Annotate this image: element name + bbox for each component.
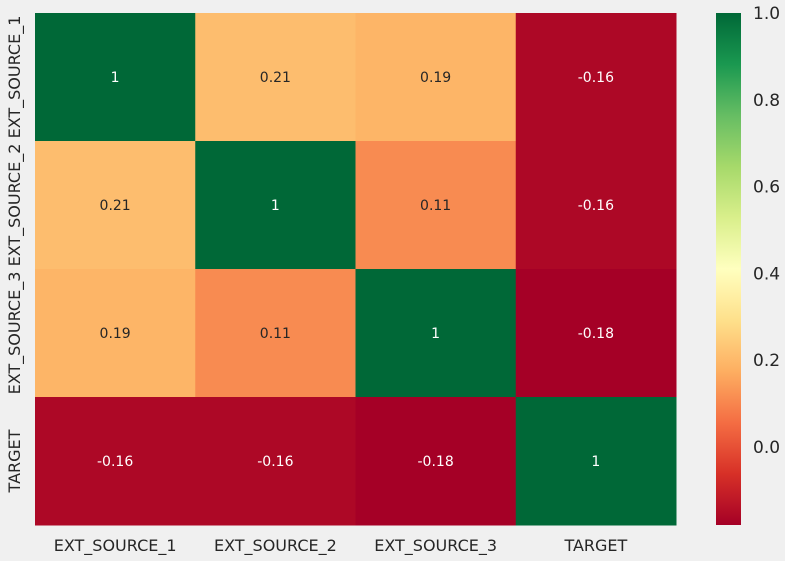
x-tick-ext-source-1: EXT_SOURCE_1: [54, 536, 177, 556]
colorbar-tick-label: 0.0: [753, 438, 780, 458]
cell-ext-source-1-ext-source-1: [35, 13, 196, 142]
cell-ext-source-2-ext-source-3: [355, 141, 517, 270]
cell-label: 0.21: [100, 198, 131, 214]
cell-ext-source-1-ext-source-2: [195, 13, 356, 142]
y-tick-labels: EXT_SOURCE_1 EXT_SOURCE_2 EXT_SOURCE_3 TARG…: [5, 16, 25, 494]
cell-target-target: [515, 397, 677, 526]
cell-label: 0.19: [100, 326, 131, 342]
cell-label: 1: [111, 70, 120, 86]
y-tick-ext-source-3: EXT_SOURCE_3: [5, 272, 25, 395]
cell-ext-source-2-ext-source-2: [195, 141, 356, 270]
cell-label: 0.11: [420, 198, 451, 214]
cell-target-ext-source-2: [195, 397, 356, 526]
cell-annotations: 1 0.21 0.19 -0.16 0.21 1 0.11 -0.16 0.19 0.11 1 -0.…: [97, 70, 614, 470]
cell-label: 1: [431, 326, 440, 342]
cell-label: 1: [591, 454, 600, 470]
colorbar-tick-label: 0.2: [753, 351, 780, 371]
cell-label: -0.18: [578, 326, 614, 342]
colorbar-tick-label: 1.0: [753, 4, 780, 24]
x-tick-ext-source-3: EXT_SOURCE_3: [374, 536, 497, 556]
colorbar: [716, 13, 741, 525]
cell-target-ext-source-3: [355, 397, 517, 526]
y-tick-ext-source-1: EXT_SOURCE_1: [5, 16, 25, 139]
cell-label: -0.16: [97, 454, 133, 470]
heatmap-cells: [35, 13, 677, 526]
cell-ext-source-3-ext-source-1: [35, 269, 196, 398]
y-tick-ext-source-2: EXT_SOURCE_2: [5, 144, 25, 267]
colorbar-tick-label: 0.4: [753, 264, 780, 284]
colorbar-ticks: 0.0 0.2 0.4 0.6 0.8 1.0: [753, 4, 780, 458]
cell-ext-source-3-ext-source-3: [355, 269, 517, 398]
cell-label: -0.16: [257, 454, 293, 470]
cell-label: 1: [271, 198, 280, 214]
cell-label: -0.18: [418, 454, 454, 470]
cell-label: -0.16: [578, 198, 614, 214]
cell-label: 0.21: [260, 70, 291, 86]
cell-ext-source-2-target: [515, 141, 677, 270]
cell-label: 0.11: [260, 326, 291, 342]
y-tick-target: TARGET: [5, 429, 24, 493]
cell-ext-source-3-target: [515, 269, 677, 398]
cell-target-ext-source-1: [35, 397, 196, 526]
cell-ext-source-1-target: [515, 13, 677, 142]
cell-label: -0.16: [578, 70, 614, 86]
x-tick-labels: EXT_SOURCE_1 EXT_SOURCE_2 EXT_SOURCE_3 TARG…: [54, 536, 628, 556]
cell-ext-source-1-ext-source-3: [355, 13, 517, 142]
cell-ext-source-2-ext-source-1: [35, 141, 196, 270]
cell-ext-source-3-ext-source-2: [195, 269, 356, 398]
colorbar-tick-label: 0.6: [753, 178, 780, 198]
colorbar-tick-label: 0.8: [753, 91, 780, 111]
x-tick-target: TARGET: [563, 536, 627, 555]
cell-label: 0.19: [420, 70, 451, 86]
x-tick-ext-source-2: EXT_SOURCE_2: [214, 536, 337, 556]
